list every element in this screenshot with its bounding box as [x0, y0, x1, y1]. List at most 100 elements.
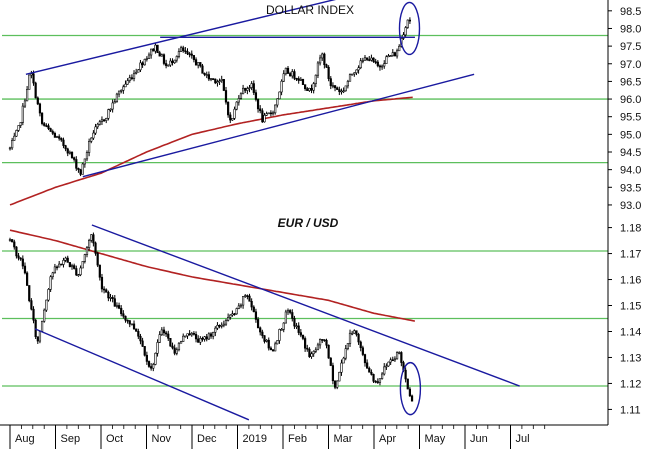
candle-body [100, 276, 104, 290]
candle-body [70, 151, 74, 159]
candle-body [169, 60, 172, 66]
candle-body [361, 60, 364, 62]
candle-body [366, 362, 369, 369]
candle-body [152, 48, 155, 52]
candle-body [66, 148, 69, 154]
candle-body [186, 333, 189, 337]
candle-body [62, 139, 65, 146]
candle-body [269, 347, 272, 351]
candle-body [43, 123, 46, 126]
candle-body [137, 331, 140, 337]
candle-body [49, 128, 52, 132]
candle-body [348, 74, 352, 82]
candle-body [265, 339, 268, 342]
candle-body [318, 339, 322, 346]
candle-body [126, 80, 129, 85]
candle-body [66, 257, 69, 263]
candle-body [150, 48, 153, 56]
eurusd-panel: 1.18 1.17 1.16 1.15 1.14 1.13 1.12 1.11 [2, 223, 641, 421]
candle-body [314, 349, 317, 352]
x-tick-label: Dec [197, 433, 217, 445]
candle-body [293, 71, 296, 79]
candle-body [115, 305, 119, 307]
candle-body [105, 118, 108, 121]
candle-body [342, 90, 345, 93]
candle-body [312, 351, 315, 355]
candle-body [306, 347, 309, 350]
candle-body [254, 311, 258, 320]
candle-body [122, 313, 125, 317]
candle-body [109, 297, 112, 299]
candle-body [393, 358, 397, 361]
x-axis: Aug Sep Oct Nov Dec 2019 Feb Mar Apr May Jun Jul [9, 425, 546, 449]
candle-body [338, 89, 341, 92]
candle-body [366, 57, 369, 60]
candle-body [261, 110, 264, 123]
x-tick-label: 2019 [243, 433, 267, 445]
candle-body [220, 79, 223, 82]
y-tick-label: 94.5 [620, 147, 641, 159]
candle-body [156, 44, 159, 54]
candle-body [250, 83, 253, 88]
candle-body [385, 56, 388, 64]
x-tick-label: Feb [288, 433, 307, 445]
candle-body [96, 253, 99, 266]
candle-body [321, 339, 324, 341]
candle-body [400, 352, 403, 363]
candle-body [15, 130, 18, 137]
candle-body [368, 367, 371, 373]
candle-body [8, 239, 12, 241]
candle-body [363, 354, 367, 364]
candle-body [359, 341, 362, 349]
candle-body [177, 342, 181, 351]
candle-body [284, 67, 287, 75]
candle-body [188, 53, 191, 56]
candle-body [301, 334, 305, 339]
candle-body [145, 58, 148, 60]
candle-body [256, 99, 260, 110]
y-tick-label: 98.5 [620, 6, 641, 18]
candle-body [259, 327, 262, 333]
candle-body [323, 53, 326, 66]
candle-body [231, 118, 234, 121]
candle-body [368, 59, 371, 61]
candle-body [250, 300, 253, 308]
candle-body [327, 344, 330, 359]
candle-body [73, 265, 76, 269]
candle-body [280, 80, 283, 93]
candle-body [284, 311, 287, 324]
candle-body [380, 373, 384, 379]
candle-body [344, 85, 347, 92]
candle-body [23, 100, 27, 107]
candle-body [38, 331, 42, 342]
candle-body [68, 151, 71, 154]
dollar-index-panel: 98.5 98.0 97.5 97.0 96.5 96.0 95.5 95.0 94.5 94.0… [2, 0, 641, 212]
candle-body [179, 47, 183, 52]
candle-body [344, 348, 347, 359]
candle-body [355, 330, 358, 335]
candle-body [380, 65, 384, 68]
candle-body [190, 333, 193, 336]
candle-body [94, 242, 97, 254]
candle-body [325, 64, 328, 68]
candle-body [331, 365, 335, 382]
candle-body [19, 122, 22, 126]
candle-body [274, 104, 277, 114]
y-tick-label: 96.0 [620, 94, 641, 106]
candle-body [38, 103, 42, 114]
candle-body [393, 52, 397, 57]
candle-body [47, 289, 50, 301]
candle-body [165, 332, 168, 335]
candle-body [152, 364, 155, 369]
candle-body [261, 331, 264, 336]
candle-body [143, 346, 146, 356]
candle-body [64, 257, 67, 261]
candle-body [304, 338, 307, 349]
candle-body [216, 324, 219, 329]
candle-body [26, 272, 29, 286]
candle-body [179, 341, 183, 344]
candle-body [94, 126, 97, 134]
candle-body [171, 60, 174, 64]
candle-body [235, 101, 238, 110]
candle-body [197, 62, 200, 66]
